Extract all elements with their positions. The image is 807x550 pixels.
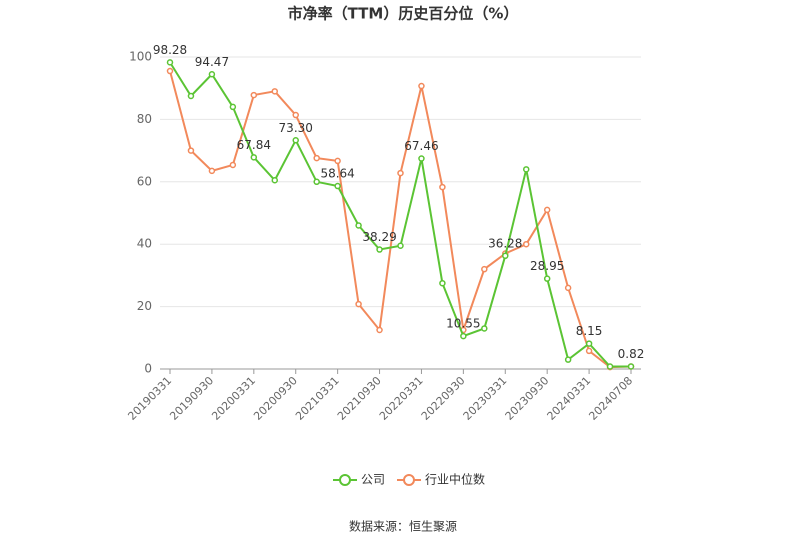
legend-item: 行业中位数 (397, 472, 485, 487)
data-point (187, 92, 195, 100)
x-tick-label: 20220331 (377, 374, 426, 423)
legend-item: 公司 (333, 473, 385, 487)
data-point (292, 111, 299, 119)
y-tick-label: 60 (137, 174, 152, 188)
data-point (522, 166, 530, 173)
chart-title: 市净率（TTM）历史百分位（%） (288, 5, 519, 23)
data-point (355, 300, 362, 308)
data-point (481, 325, 488, 332)
legend-label: 公司 (361, 473, 385, 487)
data-point (397, 242, 404, 250)
data-point (502, 252, 509, 260)
x-tick-label: 20230930 (503, 374, 552, 423)
x-tick-label: 20210331 (293, 374, 342, 423)
data-point (418, 82, 425, 90)
data-point (334, 157, 341, 165)
data-label: 8.15 (576, 324, 603, 338)
data-point (585, 340, 593, 347)
data-point (481, 265, 488, 273)
data-point (376, 326, 383, 334)
legend-marker (339, 474, 351, 486)
data-point (585, 347, 593, 355)
y-tick-label: 100 (129, 50, 152, 64)
data-label: 94.47 (195, 55, 229, 69)
series-line (169, 61, 632, 368)
data-label: 0.82 (618, 347, 645, 361)
data-point (522, 240, 530, 248)
data-point (166, 67, 174, 75)
data-point (439, 279, 446, 287)
data-label: 28.95 (530, 259, 564, 273)
data-label: 38.29 (362, 230, 396, 244)
data-point (313, 154, 320, 162)
data-point (627, 363, 635, 370)
data-point (313, 178, 320, 186)
y-tick-label: 20 (137, 299, 152, 313)
data-point (271, 88, 279, 95)
data-point (208, 167, 216, 175)
data-point (292, 137, 299, 144)
data-point (355, 222, 362, 229)
data-label: 10.55 (446, 317, 480, 331)
series-line (169, 70, 632, 369)
y-tick-label: 40 (137, 237, 152, 251)
data-label: 98.28 (153, 43, 187, 57)
source-note: 数据来源：恒生聚源 (349, 519, 457, 534)
data-point (250, 154, 258, 161)
y-tick-label: 0 (144, 362, 152, 376)
data-label: 67.84 (237, 138, 271, 152)
x-tick-label: 20190331 (125, 374, 174, 423)
data-point (439, 183, 446, 191)
data-label: 36.28 (488, 236, 522, 250)
data-label: 67.46 (404, 139, 438, 153)
x-tick-label: 20200930 (251, 374, 300, 423)
data-point (460, 332, 467, 340)
data-point (334, 182, 341, 190)
legend-label: 行业中位数 (425, 472, 485, 487)
data-label: 58.64 (320, 167, 354, 181)
x-tick-label: 20240708 (586, 374, 635, 423)
x-tick-label: 20210930 (335, 374, 384, 423)
data-point (543, 275, 551, 282)
data-point (208, 71, 216, 78)
x-tick-label: 20240331 (545, 374, 594, 423)
data-point (564, 356, 572, 363)
x-tick-label: 20230331 (461, 374, 510, 423)
x-tick-label: 20190930 (167, 374, 216, 423)
data-point (376, 246, 383, 253)
data-point (606, 363, 614, 370)
data-point (397, 169, 404, 177)
data-point (166, 59, 174, 66)
y-tick-label: 80 (137, 112, 152, 126)
x-tick-label: 20220930 (419, 374, 468, 423)
data-point (229, 161, 237, 169)
data-point (187, 147, 195, 154)
legend-marker (403, 474, 415, 486)
data-point (229, 103, 237, 111)
x-tick-label: 20200331 (209, 374, 258, 423)
data-point (543, 206, 551, 214)
data-point (564, 284, 572, 292)
data-point (418, 155, 425, 162)
data-label: 73.30 (279, 121, 313, 135)
data-point (250, 91, 258, 99)
data-point (271, 176, 279, 184)
